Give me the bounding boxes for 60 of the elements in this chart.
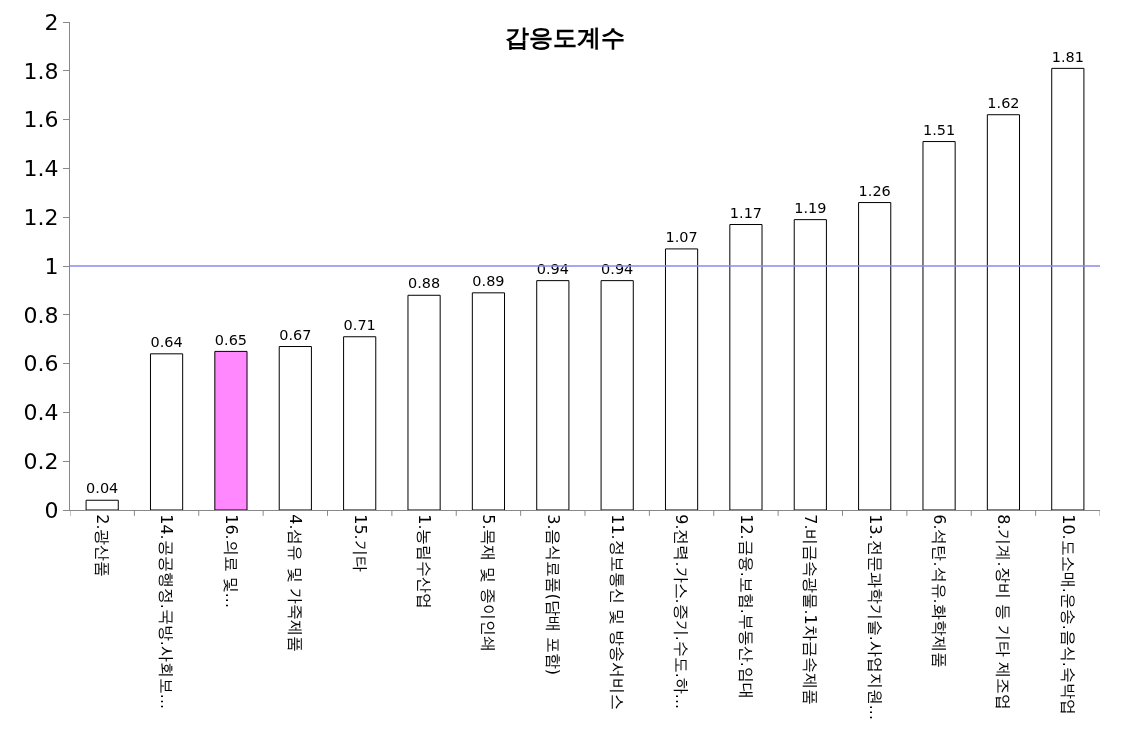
data-label: 0.89 [472,272,505,289]
x-tick-label: 13.전문과학기술.사업지원... [865,514,885,720]
x-tick-label: 11.정보통신 및 방송서비스 [607,514,627,710]
data-label: 0.94 [601,260,634,277]
data-label: 1.81 [1051,48,1084,65]
bar [600,280,634,510]
x-tick-label: 7.비금속광물.1차금속제품 [801,514,821,705]
bar [664,248,699,510]
bar [278,346,312,510]
data-label: 0.94 [536,260,569,277]
x-tick-label: 6.석탄.석유.화학제품 [929,514,949,668]
x-tick-label: 5.목재 및 종이인쇄 [479,514,499,652]
y-tick-label: 0.4 [23,400,59,426]
y-tick-label: 1.4 [23,156,59,182]
x-tick-label: 1.농림수산업 [414,514,434,610]
bar [343,336,377,510]
data-label: 0.71 [343,316,376,333]
chart-title: 갑응도계수 [505,24,625,52]
bar [536,280,570,510]
bar [793,219,827,510]
bar [85,499,119,510]
bar [149,353,184,510]
data-label: 0.64 [150,333,183,350]
x-tick-label: 10.도소매.운송.음식.숙박업 [1058,514,1078,715]
y-tick-label: 0.8 [23,302,59,328]
x-tick-label: 15.기타 [350,514,370,572]
y-tick-label: 1.6 [23,107,59,133]
data-label: 1.07 [665,229,698,246]
x-tick-label: 9.전력.가스.증기.수도.하... [672,514,692,710]
data-label: 1.51 [922,121,956,138]
bar [729,224,763,510]
data-label: 0.65 [214,331,248,348]
data-label: 1.62 [987,94,1020,111]
bar [214,350,248,510]
y-tick-label: 2 [44,9,59,35]
bar [858,202,892,510]
data-label: 0.67 [279,326,312,343]
x-tick-label: 4.섬유 및 가죽제품 [286,514,306,652]
x-tick-label: 2.광산품 [92,514,112,578]
x-tick-label: 16.의료 및... [221,514,241,608]
data-label: 1.19 [794,199,827,216]
bar [922,141,956,510]
data-label: 0.88 [407,275,441,292]
y-tick-label: 1.8 [23,58,59,84]
bar [471,292,506,510]
bar [1051,67,1085,510]
bar [986,114,1021,510]
y-tick-label: 0.2 [23,448,59,474]
data-label: 1.26 [858,182,891,199]
y-tick-label: 0.6 [23,351,59,377]
data-label: 0.04 [86,480,119,497]
x-tick-label: 12.금융.보험.부동산.임대 [736,514,756,699]
y-tick-label: 1.2 [23,204,59,230]
y-tick-label: 0 [44,497,59,523]
x-tick-label: 14.공공행정.국방.사회보... [157,514,177,710]
x-tick-label: 3.음식료품(담배 포함) [543,514,563,676]
x-tick-label: 8.기계.장비 등 기타 제조업 [994,514,1014,710]
bar [407,294,441,510]
data-label: 1.17 [729,204,763,221]
y-tick-label: 1 [44,253,59,279]
